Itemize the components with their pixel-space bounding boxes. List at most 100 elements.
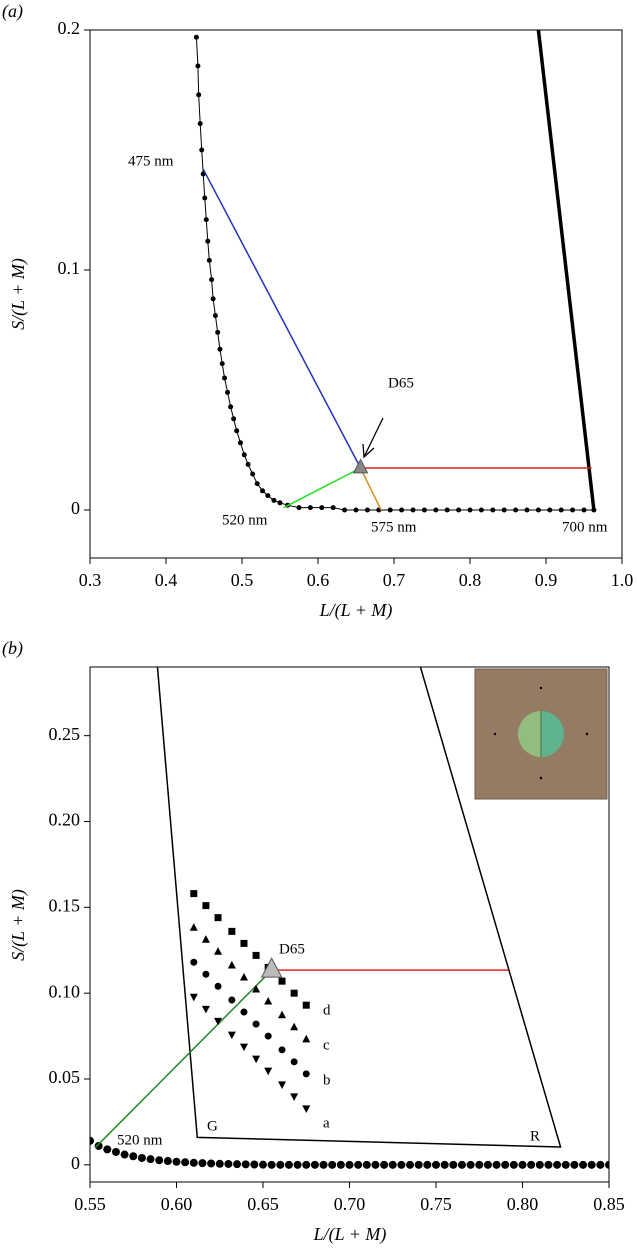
x-tick-label: 0.6 (307, 570, 330, 590)
point (197, 121, 203, 127)
x-tick-label: 0.3 (79, 570, 102, 590)
point (307, 505, 313, 511)
point (456, 507, 462, 513)
point (397, 1160, 406, 1169)
point (278, 1046, 286, 1054)
point (547, 507, 553, 513)
x-tick-label: 0.65 (247, 1194, 279, 1214)
point (302, 1105, 311, 1113)
point (252, 1055, 261, 1064)
point (217, 346, 223, 352)
point (137, 1153, 146, 1162)
point (310, 1160, 319, 1169)
point (254, 481, 260, 487)
point (342, 507, 348, 513)
point (271, 497, 277, 503)
point (189, 1158, 198, 1167)
point (264, 996, 273, 1005)
x-tick-label: 0.9 (535, 570, 558, 590)
point (330, 505, 336, 511)
series-line (94, 969, 273, 1149)
point (227, 1031, 236, 1040)
point (433, 507, 439, 513)
point (423, 1160, 432, 1169)
annotation: b (323, 1072, 331, 1088)
point (353, 507, 359, 513)
point (202, 902, 210, 910)
point (214, 1017, 223, 1026)
point (449, 1160, 458, 1169)
y-tick-label: 0.10 (49, 981, 81, 1001)
point (267, 1160, 276, 1169)
point (290, 989, 298, 997)
point (278, 977, 286, 985)
point (276, 1160, 285, 1169)
point (501, 1160, 510, 1169)
point (561, 1160, 570, 1169)
point (225, 389, 231, 395)
point (209, 277, 215, 283)
point (302, 1070, 310, 1078)
y-tick-label: 0 (71, 1153, 80, 1173)
x-tick-label: 0.85 (593, 1194, 625, 1214)
point (354, 1160, 363, 1169)
point (364, 507, 370, 513)
x-tick-label: 0.8 (459, 570, 482, 590)
point (524, 507, 530, 513)
point (155, 1156, 164, 1165)
x-tick-label: 0.5 (231, 570, 254, 590)
point (387, 507, 393, 513)
point (201, 1005, 210, 1014)
point (241, 452, 247, 458)
point (259, 1160, 267, 1169)
annotation: 575 nm (371, 519, 417, 535)
point (172, 1157, 181, 1166)
point (596, 1160, 605, 1169)
annotation: c (323, 1037, 330, 1053)
point (252, 951, 260, 959)
y-axis-label: S/(L + M) (8, 258, 29, 330)
y-axis-label: S/(L + M) (8, 889, 29, 961)
panel-label: (a) (2, 1, 23, 22)
point (544, 1160, 553, 1169)
x-axis-label: L/(L + M) (319, 600, 393, 621)
point (201, 935, 210, 943)
point (328, 1160, 337, 1169)
point (362, 1160, 371, 1169)
point (233, 1160, 242, 1169)
point (228, 404, 234, 410)
point (214, 914, 222, 922)
point (336, 1160, 345, 1169)
point (196, 92, 202, 98)
point (228, 927, 236, 935)
point (587, 1160, 596, 1169)
point (553, 1160, 562, 1169)
point (206, 257, 212, 263)
point (579, 1160, 588, 1169)
y-tick-label: 0.20 (49, 810, 81, 830)
point (250, 471, 256, 477)
point (278, 1081, 287, 1089)
point (535, 1160, 544, 1169)
point (490, 507, 496, 513)
point (277, 500, 283, 506)
point (215, 329, 221, 335)
point (163, 1157, 172, 1166)
point (483, 1160, 492, 1169)
point (414, 1160, 423, 1169)
y-tick-label: 0.1 (58, 258, 81, 278)
point (203, 217, 209, 223)
point (440, 1160, 449, 1169)
point (509, 1160, 518, 1169)
point (605, 1160, 609, 1169)
annotation: 520 nm (222, 512, 268, 528)
series-line (195, 37, 594, 511)
point (189, 993, 198, 1002)
point (492, 1160, 501, 1169)
point (535, 507, 541, 513)
point (278, 1010, 287, 1019)
point (198, 1159, 207, 1168)
point (129, 1152, 138, 1161)
point (210, 296, 216, 302)
